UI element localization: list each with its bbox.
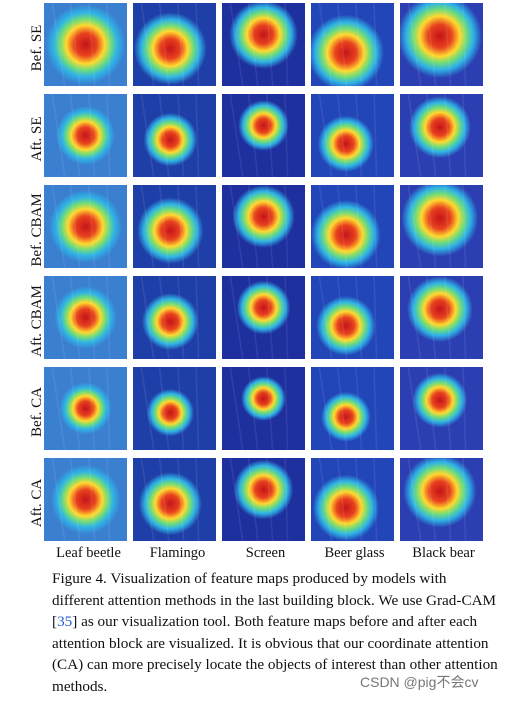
caption-text-start: Figure 4. Visualization of feature maps … [52,570,497,630]
citation-link[interactable]: 35 [57,613,73,630]
heatmap-tile [400,185,483,268]
heatmap-tile [222,94,305,177]
heatmap-tile [44,3,127,86]
heatmap-tile [400,94,483,177]
heatmap-tile [44,367,127,450]
heatmap-tile [400,458,483,541]
column-label-flamingo: Flamingo [149,545,206,561]
heatmap-tile [311,94,394,177]
caption-text-end: ] as our visualization tool. Both featur… [52,613,498,695]
heatmap-tile [44,94,127,177]
heatmap-tile [311,185,394,268]
column-label-leaf-beetle: Leaf beetle [56,545,121,561]
heatmap-tile [44,185,127,268]
column-label-screen: Screen [245,545,286,561]
heatmap-tile [311,458,394,541]
heatmap-tile [133,94,216,177]
heatmap-tile [44,458,127,541]
heatmap-tile [400,276,483,359]
heatmap-tile [400,3,483,86]
heatmap-tile [133,458,216,541]
heatmap-tile [133,185,216,268]
column-label-black-bear: Black bear [412,545,475,561]
heatmap-tile [222,458,305,541]
heatmap-tile [133,3,216,86]
heatmap-tile [222,185,305,268]
figure-caption: Figure 4. Visualization of feature maps … [52,568,498,697]
heatmap-tile [44,276,127,359]
heatmap-tile [133,367,216,450]
heatmap-tile [311,3,394,86]
heatmap-tile [400,367,483,450]
heatmap-tile [222,3,305,86]
watermark: CSDN @pig不会cv [358,672,481,692]
column-label-beer-glass: Beer glass [324,545,385,561]
heatmap-tile [311,276,394,359]
heatmap-tile [133,276,216,359]
heatmap-tile [222,276,305,359]
heatmap-tile [222,367,305,450]
heatmap-tile [311,367,394,450]
